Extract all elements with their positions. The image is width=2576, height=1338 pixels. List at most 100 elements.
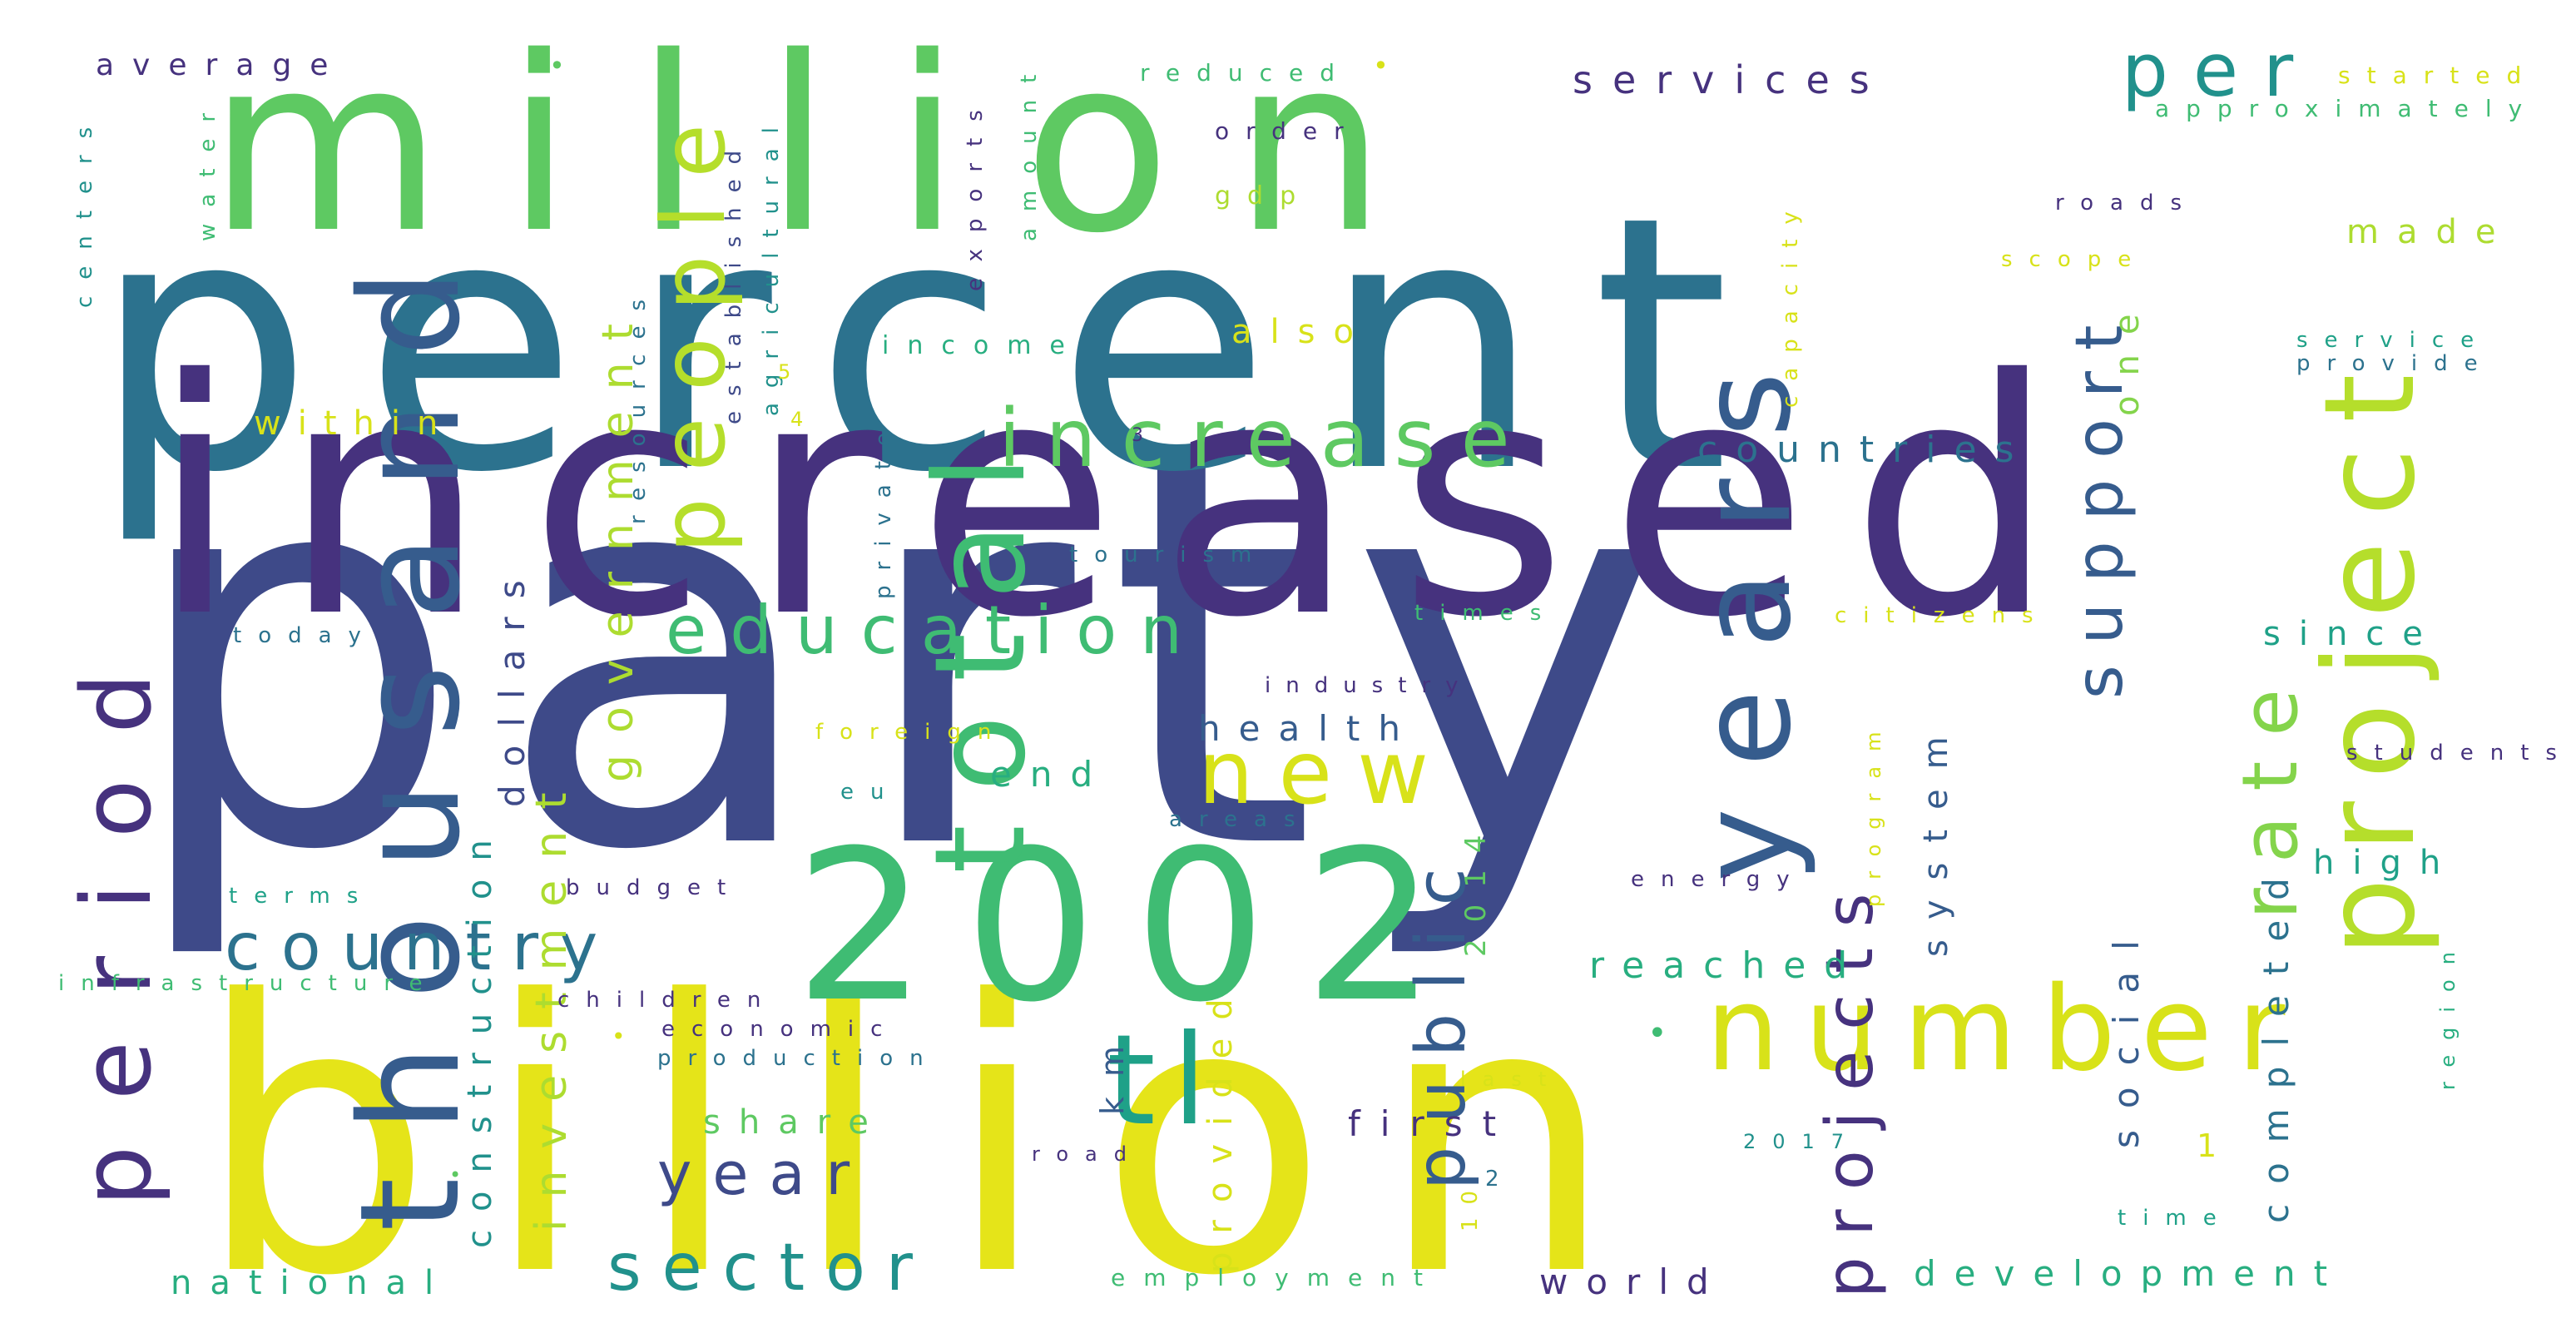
word-average: average <box>96 48 346 82</box>
word-scope: scope <box>2001 247 2147 272</box>
word-completed: completed <box>2256 858 2296 1223</box>
word-social: social <box>2106 919 2147 1148</box>
word-projects: projects <box>1813 873 1888 1298</box>
word-2: 2 <box>1485 1167 1513 1192</box>
word-years: years <box>1674 330 1819 882</box>
word-areas: areas <box>1169 807 1312 832</box>
word-km: km <box>1094 1026 1131 1115</box>
word-world: world <box>1539 1261 1727 1302</box>
word-2014: 2014 <box>1459 818 1493 957</box>
word-resources: resources <box>626 285 651 524</box>
word-dot: • <box>1373 50 1389 82</box>
word-time: time <box>2118 1206 2233 1231</box>
word-public: public <box>1402 845 1481 1190</box>
word-per: per <box>2122 27 2318 113</box>
word-foreign: foreign <box>815 720 1008 745</box>
word-economic: economic <box>661 1017 899 1042</box>
word-energy: energy <box>1631 867 1806 892</box>
word-party: party <box>125 346 1698 966</box>
word-also: also <box>1231 313 1372 351</box>
word-budget: budget <box>566 875 742 900</box>
word-period: period <box>62 627 173 1207</box>
word-order: order <box>1215 117 1360 145</box>
word-education: education <box>666 592 1206 669</box>
word-5: 5 <box>778 360 804 384</box>
word-capacity: capacity <box>1778 196 1803 408</box>
word-first: first <box>1348 1103 1516 1144</box>
word-today: today <box>233 623 378 648</box>
word-2017: 2017 <box>1743 1130 1860 1153</box>
word-end: end <box>990 754 1111 795</box>
word-increase: increase <box>998 392 1535 485</box>
word-employment: employment <box>1111 1264 1441 1291</box>
word-4: 4 <box>790 408 816 431</box>
word-children: children <box>557 988 777 1013</box>
word-established: established <box>721 136 746 424</box>
word-new: new <box>1198 722 1454 824</box>
word-countries: countries <box>1697 429 2032 471</box>
word-health: health <box>1198 708 1419 749</box>
word-national: national <box>171 1264 452 1302</box>
word-centers: centers <box>72 111 97 308</box>
word-increased: increased <box>150 310 2098 688</box>
word-million: million <box>208 6 1449 286</box>
word-income: income <box>882 331 1083 360</box>
word-students: students <box>2346 741 2574 766</box>
word-project: project <box>2298 349 2443 957</box>
word-share: share <box>703 1103 887 1142</box>
word-development: development <box>1914 1253 2346 1294</box>
word-total: total <box>909 422 1053 874</box>
word-exports: exports <box>963 93 988 291</box>
word-2002: 2002 <box>795 805 1474 1048</box>
word-times: times <box>1414 601 1558 626</box>
word-industry: industry <box>1265 673 1474 698</box>
word-percent: percent <box>92 142 1780 549</box>
word-water: water <box>196 97 220 241</box>
word-1: 1 <box>2197 1127 2233 1164</box>
word-terms: terms <box>229 884 374 909</box>
word-reduced: reduced <box>1140 59 1351 87</box>
word-last: last <box>1460 1068 1563 1091</box>
word-government: government <box>593 302 643 782</box>
word-private: private <box>871 418 896 599</box>
word-sector: sector <box>607 1231 934 1306</box>
word-rate: rate <box>2226 664 2315 919</box>
word-made: made <box>2346 213 2514 251</box>
word-infrastructure: infrastructure <box>58 971 438 996</box>
word-production: production <box>657 1046 940 1071</box>
word-provide: provide <box>2296 351 2494 376</box>
word-dot: • <box>612 1023 626 1050</box>
word-thousand: thousand <box>330 224 490 1231</box>
word-region: region <box>2436 937 2460 1090</box>
word-billion: billion <box>196 922 1665 1338</box>
word-citizens: citizens <box>1835 603 2050 628</box>
word-dollars: dollars <box>492 562 533 807</box>
word-year: year <box>657 1140 870 1208</box>
word-people: people <box>643 97 745 553</box>
word-system: system <box>1917 716 1955 957</box>
word-construction: construction <box>461 821 499 1248</box>
word-one: one <box>2108 295 2147 416</box>
word-10: 10 <box>1458 1177 1483 1231</box>
word-agricultural: agricultural <box>759 112 784 416</box>
word-approximately: approximately <box>2155 95 2539 122</box>
word-since: since <box>2263 615 2441 653</box>
word-reached: reached <box>1589 944 1865 987</box>
word-dot: • <box>449 1163 461 1187</box>
word-service: service <box>2296 328 2490 353</box>
word-started: started <box>2338 62 2538 89</box>
word-provided: provided <box>1201 980 1240 1273</box>
word-support: support <box>2063 305 2138 699</box>
word-tourism: tourism <box>1069 543 1268 567</box>
word-country: country <box>225 910 618 985</box>
word-tl: tl <box>1107 1008 1224 1153</box>
word-gdp: gdp <box>1215 181 1312 211</box>
word-dot: • <box>549 50 565 82</box>
word-roads: roads <box>2055 191 2198 216</box>
word-amount: amount <box>1017 58 1042 241</box>
word-eu: eu <box>840 780 900 805</box>
word-investment: investment <box>527 771 577 1231</box>
word-high: high <box>2313 844 2459 882</box>
